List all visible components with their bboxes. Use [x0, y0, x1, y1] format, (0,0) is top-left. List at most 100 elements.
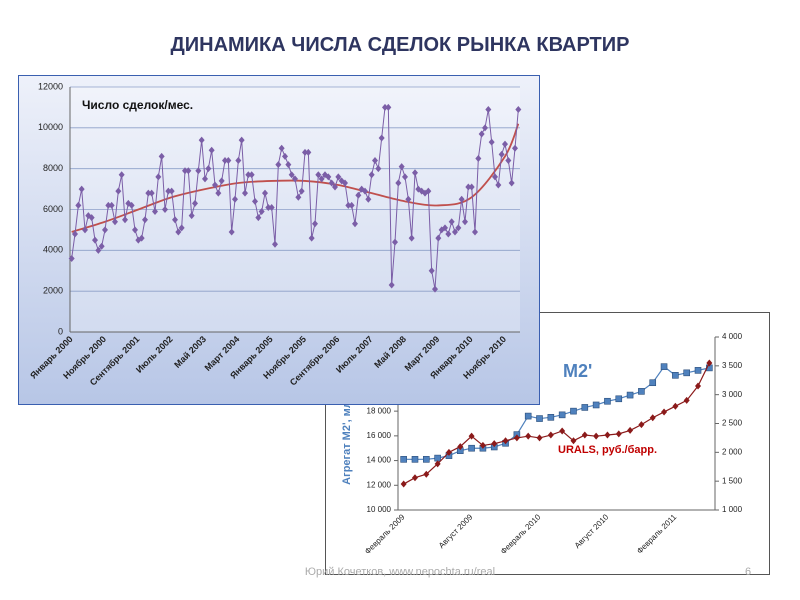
- marker: [372, 157, 378, 164]
- marker: [178, 224, 185, 232]
- marker: [479, 441, 486, 449]
- marker: [168, 187, 175, 195]
- marker: [412, 169, 418, 177]
- marker: [592, 401, 600, 409]
- marker: [242, 189, 248, 197]
- marker: [649, 414, 656, 422]
- y-tick-label: 4000: [43, 245, 63, 255]
- marker: [498, 150, 505, 158]
- marker: [505, 157, 512, 164]
- marker: [458, 195, 465, 203]
- marker: [82, 226, 88, 234]
- marker: [235, 157, 242, 164]
- y-tick-label: 18 000: [367, 406, 392, 415]
- marker: [515, 105, 522, 113]
- marker: [335, 173, 342, 181]
- marker: [408, 234, 415, 242]
- marker: [400, 456, 407, 463]
- marker: [72, 230, 78, 238]
- marker: [445, 448, 452, 456]
- marker: [411, 474, 418, 482]
- marker: [205, 165, 212, 173]
- marker: [570, 407, 577, 415]
- marker: [694, 367, 702, 374]
- marker: [105, 201, 112, 209]
- marker: [434, 460, 441, 468]
- y2-tick-label: 1 000: [722, 505, 743, 514]
- marker: [382, 103, 388, 111]
- marker: [434, 454, 441, 462]
- y-tick-label: 12 000: [367, 480, 392, 489]
- marker: [128, 201, 135, 209]
- marker: [604, 397, 611, 405]
- marker: [95, 246, 102, 254]
- marker: [405, 195, 412, 203]
- marker: [375, 165, 382, 173]
- marker: [352, 220, 358, 228]
- marker: [325, 173, 332, 181]
- marker: [302, 148, 308, 156]
- legend-label: URALS, руб./барр.: [558, 444, 657, 456]
- marker: [581, 431, 588, 439]
- marker: [672, 372, 679, 379]
- marker: [475, 154, 482, 162]
- marker: [536, 415, 543, 422]
- marker: [148, 189, 155, 197]
- marker: [423, 470, 430, 478]
- marker: [570, 437, 577, 445]
- y-tick-label: 0: [58, 326, 63, 336]
- marker: [145, 189, 152, 197]
- marker: [627, 426, 634, 434]
- series-line: [403, 365, 710, 460]
- y-tick-label: 12000: [38, 81, 63, 91]
- marker: [488, 138, 495, 146]
- marker: [492, 173, 498, 181]
- marker: [502, 437, 509, 445]
- legend-label: Число сделок/мес.: [82, 98, 193, 112]
- marker: [422, 189, 428, 197]
- marker: [238, 136, 245, 144]
- marker: [328, 179, 335, 187]
- page-number: 6: [745, 566, 752, 578]
- marker: [225, 157, 232, 164]
- marker: [423, 456, 430, 463]
- marker: [138, 234, 145, 242]
- marker: [172, 216, 178, 224]
- marker: [298, 187, 305, 195]
- marker: [472, 228, 478, 236]
- marker: [362, 187, 368, 195]
- marker: [218, 177, 225, 185]
- marker: [248, 171, 255, 179]
- marker: [232, 195, 238, 203]
- marker: [102, 226, 108, 234]
- marker: [228, 228, 235, 236]
- marker: [202, 175, 208, 183]
- y2-tick-label: 2 000: [722, 447, 743, 456]
- marker: [288, 171, 295, 179]
- y-tick-label: 10 000: [367, 505, 392, 514]
- marker: [378, 134, 385, 142]
- marker: [536, 434, 543, 442]
- marker: [262, 189, 268, 197]
- marker: [502, 140, 508, 148]
- marker: [559, 427, 566, 435]
- marker: [661, 408, 668, 416]
- marker: [468, 183, 475, 191]
- marker: [400, 480, 407, 488]
- marker: [272, 240, 278, 248]
- marker: [457, 443, 464, 451]
- marker: [162, 206, 168, 213]
- marker: [512, 144, 518, 152]
- marker: [342, 179, 348, 187]
- marker: [68, 255, 75, 262]
- marker: [295, 193, 302, 201]
- marker: [108, 201, 115, 209]
- marker: [508, 179, 515, 187]
- marker: [615, 395, 623, 403]
- marker: [604, 431, 611, 439]
- marker: [318, 175, 325, 183]
- y-tick-label: 16 000: [367, 431, 392, 440]
- y2-tick-label: 1 500: [722, 476, 743, 485]
- marker: [495, 181, 502, 189]
- y-tick-label: 14 000: [367, 456, 392, 465]
